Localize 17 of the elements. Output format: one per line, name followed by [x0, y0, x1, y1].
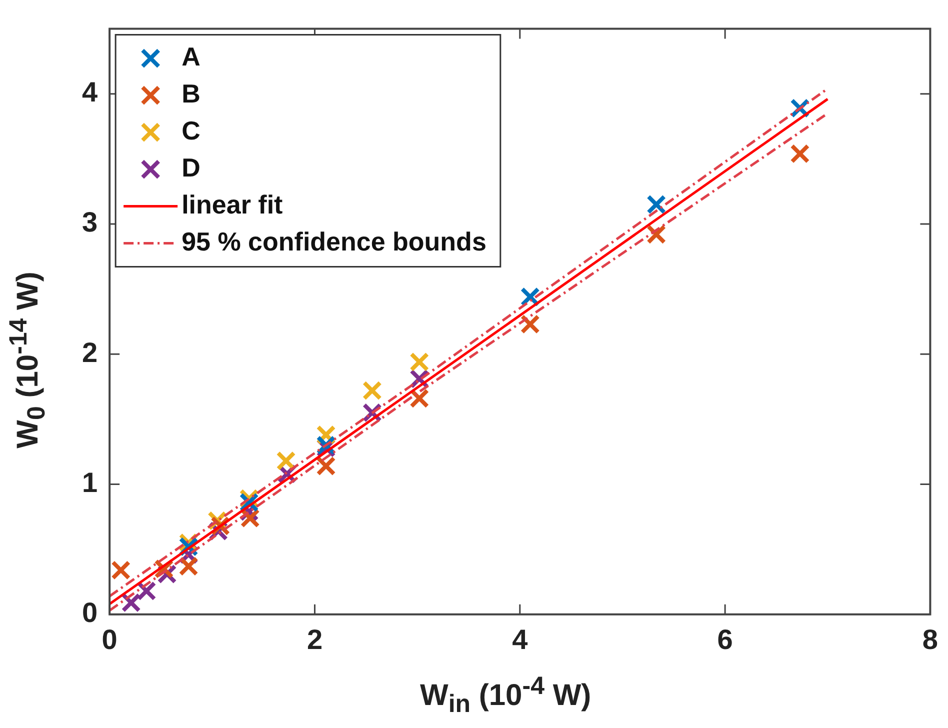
y-tick-label: 1 — [82, 466, 98, 498]
y-tick-label: 2 — [82, 336, 98, 368]
legend-label: D — [182, 152, 200, 182]
x-tick-label: 0 — [102, 624, 118, 655]
y-tick-label: 0 — [82, 597, 98, 628]
x-tick-label: 4 — [512, 624, 528, 655]
y-tick-label: 4 — [82, 76, 98, 108]
legend-label: C — [182, 115, 201, 146]
x-tick-label: 8 — [922, 624, 938, 655]
legend-label: B — [182, 78, 200, 108]
x-tick-label: 2 — [306, 624, 323, 655]
legend-label: A — [182, 41, 201, 72]
y-tick-label: 3 — [82, 206, 98, 238]
legend-label: 95 % confidence bounds — [182, 226, 486, 256]
x-tick-label: 6 — [717, 624, 733, 655]
legend-label: linear fit — [182, 189, 284, 220]
x-axis-title: W$_{in}$ (10$^{-4}$ W) — [420, 672, 592, 719]
